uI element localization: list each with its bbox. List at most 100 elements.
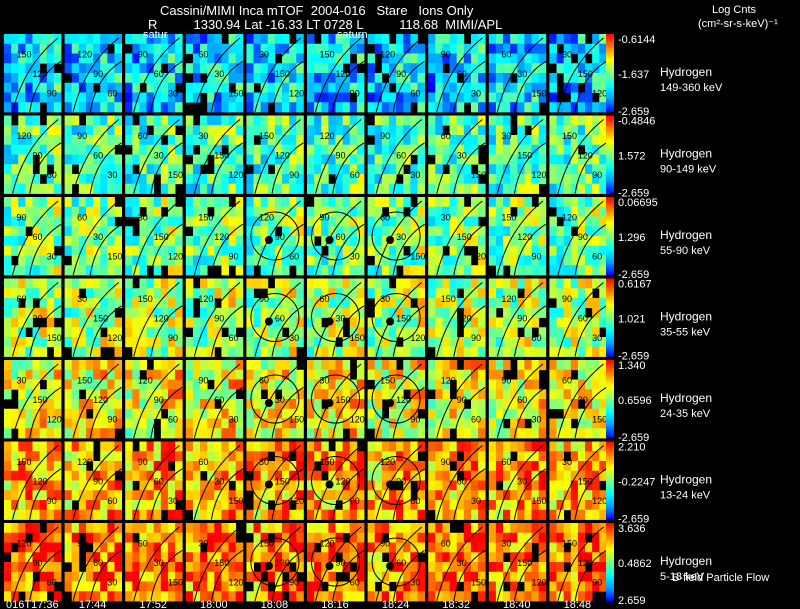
heatmap-cell [221,581,229,592]
heatmap-cell [307,470,315,481]
heatmap-cell [442,43,450,54]
heatmap-cell [153,509,162,520]
heatmap-cell [470,470,479,481]
heatmap-cell [125,135,133,146]
heatmap-cell [207,63,215,74]
heatmap-cell [367,451,376,462]
heatmap-cell [592,571,600,582]
heatmap-cell [207,480,215,491]
heatmap-cell [207,298,215,309]
heatmap-cell [599,389,607,400]
field-contour [375,37,423,113]
heatmap-cell [435,509,443,520]
heatmap-cell [132,34,140,45]
heatmap-cell [221,102,229,113]
heatmap-cell [314,369,322,380]
heatmap-cell [139,216,147,227]
heatmap-cell [153,441,162,452]
heatmap-cell [599,135,607,146]
heatmap-cell [11,174,19,185]
contour-label: 150 [336,395,351,405]
heatmap-cell [78,317,87,328]
heatmap-cell [71,53,80,64]
heatmap-cell [71,154,80,165]
heatmap-cell [307,523,315,534]
heatmap-cell [18,174,26,185]
heatmap-cell [274,337,283,348]
heatmap-cell [228,408,237,419]
heatmap-cell [32,125,41,136]
heatmap-cell [321,63,329,74]
heatmap-cell [342,418,351,429]
heatmap-cell [100,369,108,380]
heatmap-cell [592,307,600,318]
heatmap-cell [207,523,215,534]
heatmap-cell [328,500,336,511]
heatmap-cell [146,206,155,217]
heatmap-cell [556,399,565,410]
heatmap-cell [495,418,504,429]
heatmap-cell [125,327,133,338]
heatmap-cell [356,307,365,318]
heatmap-cell [599,461,607,472]
heatmap-cell [132,197,140,208]
heatmap-cell [64,206,73,217]
heatmap-cell [46,509,55,520]
heatmap-cell [4,34,12,45]
heatmap-cell [495,451,504,462]
heatmap-cell [577,102,586,113]
heatmap-cell [321,552,329,563]
heatmap-cell [18,154,26,165]
contour-label: 90 [501,375,511,385]
contour-label: 120 [93,395,108,405]
heatmap-cell [307,490,315,501]
heatmap-cell [478,288,486,299]
heatmap-cell [367,461,376,472]
heatmap-cell [335,360,344,371]
heatmap-cell [488,500,497,511]
heatmap-cell [503,346,511,357]
heatmap-cell [488,542,497,553]
heatmap-cell [321,206,329,217]
heatmap-cell [235,307,244,318]
heatmap-cell [214,317,222,328]
heatmap-cell [538,92,547,103]
heatmap-cell [253,92,262,103]
heatmap-cell [349,307,358,318]
heatmap-cell [146,226,155,237]
heatmap-cell [538,288,547,299]
heatmap-cell [403,174,411,185]
heatmap-cell [381,144,390,155]
heatmap-cell [335,317,344,328]
heatmap-cell [410,183,418,194]
heatmap-cell [214,206,222,217]
heatmap-cell [321,236,329,247]
heatmap-cell [538,346,547,357]
heatmap-cell [556,102,565,113]
heatmap-cell [549,288,557,299]
heatmap-cell [175,490,183,501]
heatmap-cell [175,154,183,165]
heatmap-cell [449,53,458,64]
contour-label: 150 [138,294,153,304]
heatmap-cell [417,183,426,194]
field-contour [496,445,544,520]
heatmap-cell [289,183,297,194]
contour-label: 30 [107,170,117,180]
heatmap-cell [296,408,304,419]
field-contour [89,468,122,520]
heatmap-cell [185,92,194,103]
heatmap-cell [282,337,290,348]
heatmap-cell [449,298,458,309]
heatmap-cell [18,523,26,534]
heatmap-cell [260,206,269,217]
heatmap-cell [495,245,504,256]
heatmap-cell [592,581,600,592]
heatmap-cell [417,53,426,64]
heatmap-cell [599,581,607,592]
heatmap-cell [167,164,176,175]
heatmap-cell [64,480,73,491]
heatmap-cell [153,307,162,318]
heatmap-cell [335,115,344,126]
heatmap-cell [463,92,472,103]
